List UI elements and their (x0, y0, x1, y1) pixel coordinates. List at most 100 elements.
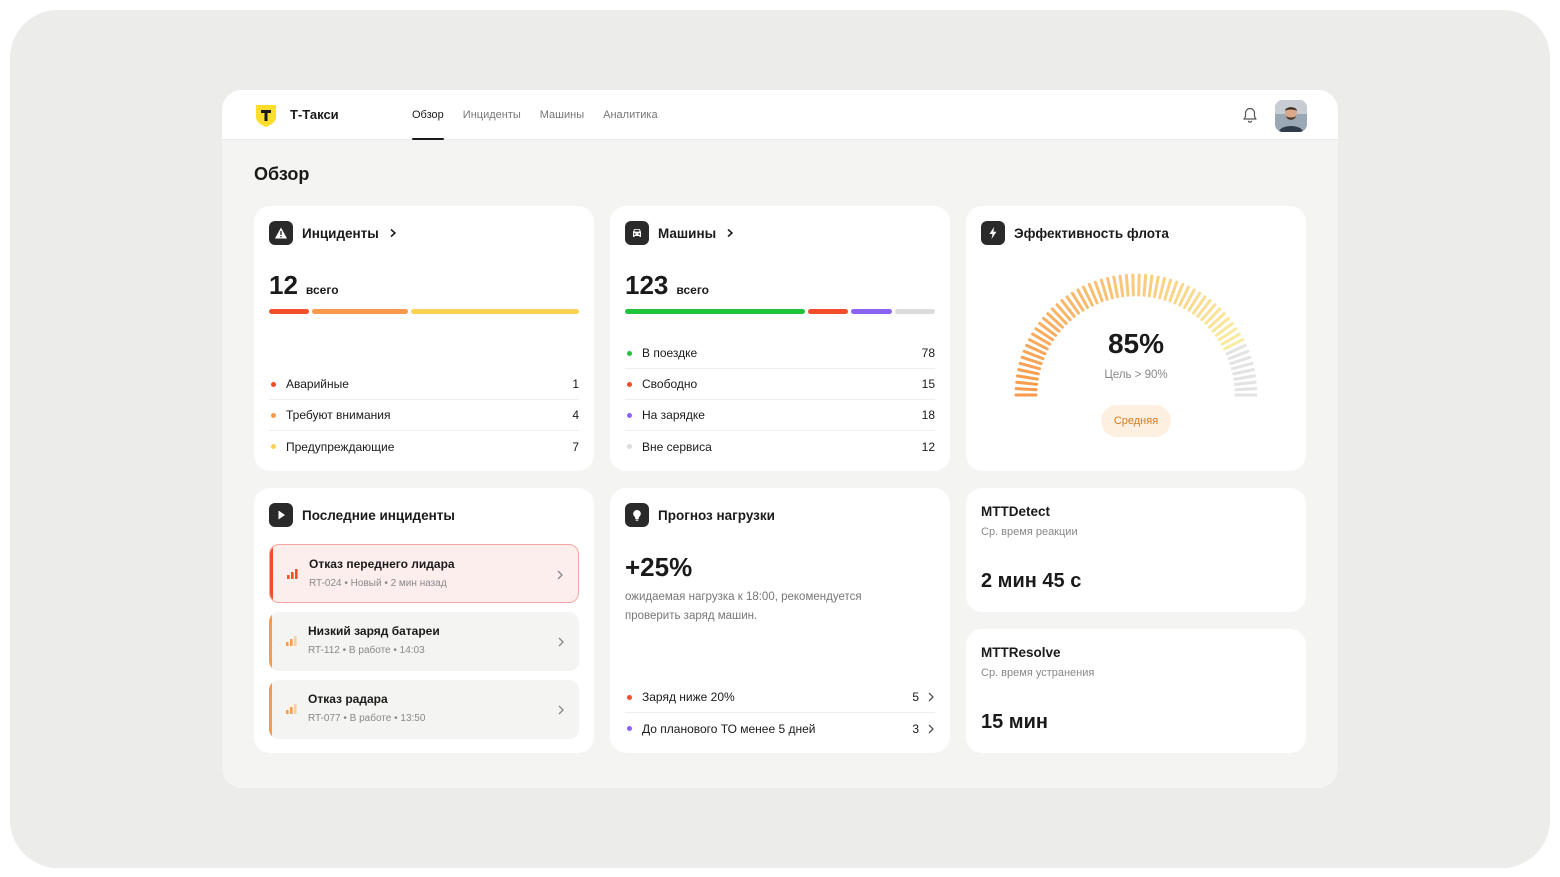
forecast-row[interactable]: Заряд ниже 20% 5 (625, 682, 935, 713)
gauge-tick (1231, 361, 1254, 371)
gauge-tick (1208, 312, 1226, 329)
gauge-tick (1225, 343, 1247, 356)
efficiency-target: Цель > 90% (1104, 369, 1168, 381)
forecast-row[interactable]: До планового ТО менее 5 дней 3 (625, 713, 935, 744)
gauge-tick (1168, 280, 1179, 303)
gauge-tick (1018, 361, 1041, 371)
forecast-value: +25% (625, 552, 693, 582)
cars-card: Машины 123 всего В поездке 78 Свободно 15 На… (610, 206, 950, 471)
gauge-tick (1025, 343, 1047, 356)
incident-title: Отказ переднего лидара (309, 557, 455, 571)
bell-icon[interactable] (1241, 106, 1259, 124)
chevron-right-icon (558, 705, 564, 715)
gauge-tick (1016, 374, 1039, 381)
gauge-tick (1015, 380, 1039, 386)
status-dot (271, 412, 276, 418)
signal-strength-icon (286, 636, 297, 646)
cars-row-label: Вне сервиса (642, 439, 712, 454)
incident-title: Отказ радара (308, 692, 388, 706)
cars-row-value: 18 (921, 408, 935, 422)
gauge-tick (1118, 274, 1125, 298)
incidents-total: 12 всего (269, 270, 339, 301)
nav-tab-0[interactable]: Обзор (412, 90, 444, 140)
forecast-title: Прогноз нагрузки (658, 507, 775, 523)
incidents-row-label: Требуют внимания (286, 408, 391, 422)
gauge-tick (1060, 299, 1076, 318)
incident-meta: RT-024 • Новый • 2 мин назад (309, 578, 447, 589)
gauge-tick (1106, 276, 1114, 300)
car-icon (625, 221, 649, 245)
cars-card-header[interactable]: Машины (625, 221, 735, 245)
gauge-tick (1192, 295, 1207, 315)
severity-stripe (269, 680, 272, 739)
incidents-card: Инциденты 12 всего Аварийные 1 Требуют вни… (254, 206, 594, 471)
brand-name: Т-Такси (290, 107, 339, 122)
incidents-total-value: 12 (269, 270, 298, 300)
gauge-tick (1131, 273, 1135, 297)
chevron-right-icon (928, 724, 934, 733)
efficiency-status-badge: Средняя (1101, 405, 1171, 437)
status-dot (627, 412, 632, 418)
mttdetect-card: MTTDetect Ср. время реакции 2 мин 45 с (966, 488, 1306, 612)
gauge-tick (1147, 274, 1154, 298)
mttdetect-value: 2 мин 45 с (981, 570, 1082, 592)
forecast-header: Прогноз нагрузки (625, 503, 775, 527)
gauge-tick (1038, 321, 1058, 337)
status-dot (271, 444, 276, 449)
gauge-tick (1153, 275, 1160, 299)
recent-incidents-card: Последние инциденты Отказ переднего лида… (254, 488, 594, 753)
status-dot (627, 694, 632, 700)
cars-row-value: 12 (921, 439, 935, 454)
lightning-icon (981, 221, 1005, 245)
status-dot (627, 726, 632, 731)
cars-card-title: Машины (658, 225, 717, 241)
incident-meta: RT-077 • В работе • 13:50 (308, 713, 426, 724)
play-icon (269, 503, 293, 527)
mttresolve-value: 15 мин (981, 711, 1048, 733)
efficiency-card-title: Эффективность флота (1014, 225, 1169, 241)
forecast-row-value: 5 (912, 690, 919, 704)
gauge-tick (1124, 273, 1130, 297)
nav-tab-3[interactable]: Аналитика (603, 109, 658, 121)
cars-row-label: На зарядке (642, 408, 705, 422)
gauge-tick (1187, 291, 1202, 312)
gauge-tick (1076, 288, 1089, 309)
incidents-distribution-bar (269, 309, 579, 314)
gauge-tick (1042, 316, 1061, 333)
gauge-tick (1020, 355, 1043, 366)
gauge-tick (1022, 349, 1045, 361)
severity-stripe (270, 545, 273, 602)
mttresolve-card: MTTResolve Ср. время устранения 15 мин (966, 629, 1306, 753)
gauge-tick (1137, 273, 1141, 297)
incident-list-item[interactable]: Отказ переднего лидара RT-024 • Новый • 2… (269, 544, 579, 603)
nav-tab-1[interactable]: Инциденты (462, 109, 521, 121)
chevron-right-icon (390, 228, 396, 238)
gauge-tick (1142, 273, 1148, 297)
brand-logo-icon[interactable] (253, 102, 279, 128)
gauge-tick (1055, 303, 1072, 322)
nav-tab-2[interactable]: Машины (539, 109, 585, 121)
gauge-tick (1050, 307, 1068, 325)
gauge-tick (1200, 303, 1217, 322)
gauge-tick (1087, 282, 1099, 305)
main-nav: Обзор Инциденты Машины Аналитика (412, 90, 677, 140)
incidents-row-value: 7 (572, 439, 579, 454)
user-avatar[interactable] (1275, 100, 1307, 132)
cars-total-value: 123 (625, 270, 669, 300)
incidents-card-title: Инциденты (302, 225, 379, 241)
cars-row: Вне сервиса 12 (625, 431, 935, 462)
gauge-tick (1220, 332, 1241, 346)
incident-list-item[interactable]: Отказ радара RT-077 • В работе • 13:50 (269, 680, 579, 739)
recent-incidents-header: Последние инциденты (269, 503, 455, 527)
cars-row: Свободно 15 (625, 369, 935, 400)
forecast-row-value: 3 (912, 721, 919, 736)
gauge-tick (1093, 280, 1104, 303)
severity-stripe (269, 612, 272, 671)
incident-list-item[interactable]: Низкий заряд батареи RT-112 • В работе • … (269, 612, 579, 671)
gauge-tick (1046, 312, 1064, 329)
incidents-card-header[interactable]: Инциденты (269, 221, 398, 245)
status-dot (271, 381, 276, 387)
gauge-tick (1211, 316, 1230, 333)
gauge-tick (1112, 275, 1119, 299)
incidents-total-unit: всего (305, 283, 339, 297)
